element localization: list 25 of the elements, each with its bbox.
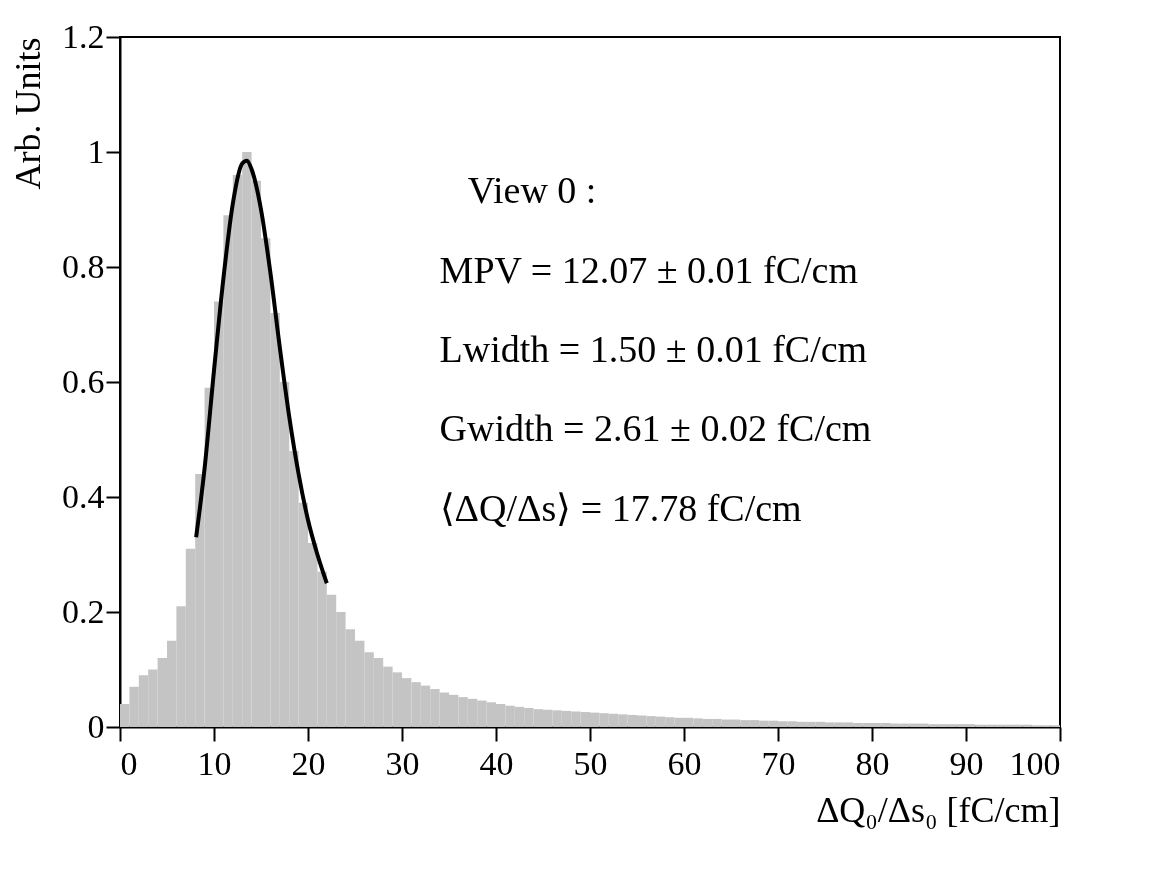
x-tick-label: 80	[855, 744, 890, 782]
x-tick-label: 70	[761, 744, 796, 782]
annotation: ⟨ΔQ/Δs⟩ = 17.78 fC/cm	[439, 486, 802, 529]
y-tick-label: 0.6	[62, 362, 105, 400]
y-tick-label: 0.8	[62, 247, 105, 285]
y-tick-label: 1.2	[62, 17, 105, 55]
y-tick-label: 0	[87, 707, 105, 745]
x-axis-title: ΔQ₀/Δs₀ [fC/cm]	[816, 789, 1061, 830]
x-tick-label: 40	[479, 744, 514, 782]
annotation: View 0 :	[467, 169, 597, 212]
y-tick-label: 0.4	[62, 477, 105, 515]
x-tick-label: 0	[120, 744, 138, 782]
x-tick-label: 10	[197, 744, 232, 782]
y-tick-label: 0.2	[62, 592, 105, 630]
x-tick-label: 60	[667, 744, 702, 782]
y-axis-title: Arb. Units	[8, 37, 48, 190]
annotation: MPV = 12.07 ± 0.01 fC/cm	[439, 248, 859, 291]
x-tick-label: 30	[385, 744, 420, 782]
annotation: Lwidth = 1.50 ± 0.01 fC/cm	[439, 327, 868, 370]
x-tick-label: 20	[291, 744, 326, 782]
y-tick-label: 1	[87, 132, 105, 170]
annotation: Gwidth = 2.61 ± 0.02 fC/cm	[439, 407, 872, 450]
x-tick-label: 100	[1009, 744, 1061, 782]
x-tick-label: 50	[573, 744, 608, 782]
x-tick-label: 90	[949, 744, 984, 782]
